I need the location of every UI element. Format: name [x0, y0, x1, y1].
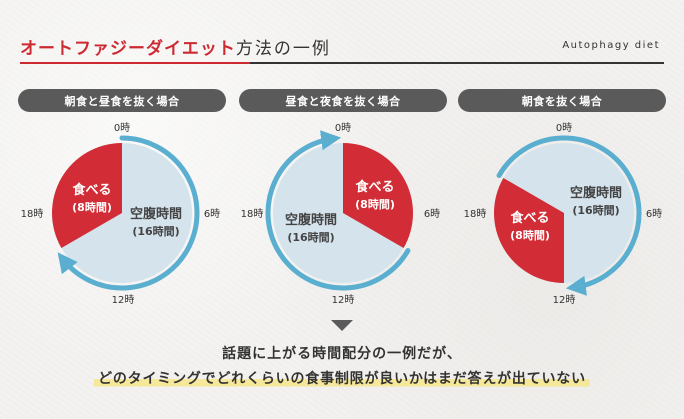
clock-label-0: 0時 — [556, 122, 572, 134]
clock-label-0: 0時 — [114, 122, 130, 134]
clock-label-6: 6時 — [646, 208, 662, 220]
fast-label: 空腹時間 — [130, 206, 182, 222]
clock-diagram-1: 食べる (8時間) 空腹時間 (16時間) 0時 6時 12時 18時 — [21, 122, 221, 306]
clock-label-18: 18時 — [21, 208, 44, 220]
clock-label-18: 18時 — [241, 208, 264, 220]
clock-diagram-3: 食べる (8時間) 空腹時間 (16時間) 0時 6時 12時 18時 — [464, 122, 663, 306]
eat-hours: (8時間) — [72, 200, 112, 214]
title-rest: 方法の一例 — [235, 39, 331, 59]
caption-line-1: 話題に上がる時間配分の一例だが、 — [222, 346, 462, 362]
header-rule — [20, 62, 664, 64]
eat-wedge — [52, 143, 122, 248]
fast-hours: (16時間) — [132, 224, 179, 238]
eat-label: 食べる — [355, 179, 394, 195]
clock-label-12: 12時 — [332, 294, 355, 306]
eat-wedge — [493, 178, 564, 283]
header: オートファジーダイエット方法の一例 Autophagy diet — [20, 34, 664, 68]
header-rule-accent — [20, 62, 250, 64]
eat-hours: (8時間) — [355, 197, 395, 211]
progress-ring-arc — [265, 130, 411, 291]
clock-label-0: 0時 — [335, 122, 351, 134]
caption-line-2-wrap: どのタイミングでどれくらいの食事制限が良いかはまだ答えが出ていない — [0, 368, 684, 388]
clock-diagram-2: 食べる (8時間) 空腹時間 (16時間) 0時 6時 12時 18時 — [241, 122, 441, 306]
pill-label-2: 昼食と夜食を抜く場合 — [239, 89, 447, 112]
pill-label-1: 朝食と昼食を抜く場合 — [18, 89, 226, 112]
clock-label-12: 12時 — [112, 294, 135, 306]
clock-label-12: 12時 — [553, 294, 576, 306]
progress-ring-arc — [57, 135, 200, 291]
eat-label: 食べる — [72, 182, 111, 198]
caption-line-2: どのタイミングでどれくらいの食事制限が良いかはまだ答えが出ていない — [94, 368, 590, 388]
subtitle: Autophagy diet — [562, 40, 660, 51]
eat-label: 食べる — [510, 210, 549, 226]
eat-hours: (8時間) — [510, 228, 550, 242]
page-title: オートファジーダイエット方法の一例 — [20, 34, 331, 59]
fast-label: 空腹時間 — [570, 185, 622, 201]
fast-hours: (16時間) — [572, 203, 619, 217]
clock-label-18: 18時 — [464, 208, 487, 220]
pill-label-3: 朝食を抜く場合 — [458, 89, 666, 112]
title-highlight: オートファジーダイエット — [20, 39, 236, 59]
clock-label-6: 6時 — [424, 208, 440, 220]
down-arrow-icon — [331, 320, 353, 331]
fast-hours: (16時間) — [287, 230, 334, 244]
clock-label-6: 6時 — [204, 208, 220, 220]
fast-label: 空腹時間 — [285, 212, 337, 228]
progress-ring-arc — [496, 135, 642, 296]
eat-wedge — [343, 143, 413, 248]
